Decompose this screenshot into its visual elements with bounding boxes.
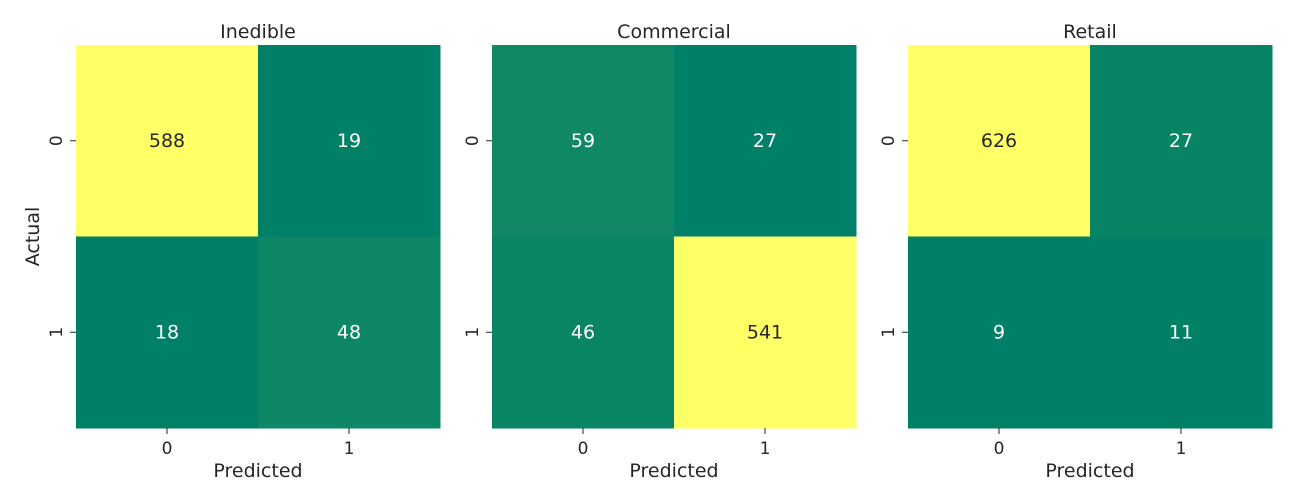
- cell-value-label: 59: [571, 130, 595, 152]
- cell-value-label: 48: [337, 321, 361, 343]
- heatmap-cell-1-1: [258, 236, 441, 429]
- heatmap-panel-1: 588 19 18 48 Inedible 0 1 0 1 Predicted Actual: [22, 21, 441, 482]
- x-tick-label: 0: [162, 439, 173, 459]
- heatmap-cell-0-0: [908, 45, 1091, 237]
- y-tick-label: 0: [47, 135, 67, 146]
- cell-value-label: 19: [337, 130, 361, 152]
- heatmap-cell-0-0: [492, 45, 675, 237]
- y-tick-label: 1: [463, 327, 483, 338]
- y-tick-label: 1: [47, 327, 67, 338]
- panel-title: Inedible: [220, 21, 296, 43]
- cell-value-label: 588: [149, 130, 185, 152]
- x-axis-label: Predicted: [1045, 460, 1134, 482]
- cell-value-label: 541: [747, 321, 783, 343]
- cell-value-label: 626: [981, 130, 1017, 152]
- heatmap-cell-0-1: [258, 45, 441, 237]
- y-axis-label: Actual: [22, 207, 44, 267]
- heatmap-panel-2: 59 27 46 541 Commercial 0 1 0 1 Predicted: [463, 21, 857, 482]
- x-tick-label: 0: [994, 439, 1005, 459]
- y-tick-label: 0: [463, 135, 483, 146]
- heatmap-cell-1-0: [76, 236, 259, 429]
- y-tick-label: 0: [879, 135, 899, 146]
- cell-value-label: 9: [993, 321, 1005, 343]
- cell-value-label: 27: [753, 130, 777, 152]
- x-tick-label: 1: [1176, 439, 1187, 459]
- heatmap-panel-3: 626 27 9 11 Retail 0 1 0 1 Predicted: [879, 21, 1273, 482]
- x-axis-label: Predicted: [629, 460, 718, 482]
- heatmap-cell-1-1: [1090, 236, 1273, 429]
- heatmap-cell-0-1: [1090, 45, 1273, 237]
- cell-value-label: 27: [1169, 130, 1193, 152]
- heatmap-cell-0-1: [674, 45, 857, 237]
- heatmap-cell-1-0: [492, 236, 675, 429]
- cell-value-label: 46: [571, 321, 595, 343]
- x-axis-label: Predicted: [213, 460, 302, 482]
- heatmap-cell-1-0: [908, 236, 1091, 429]
- heatmap-cell-0-0: [76, 45, 259, 237]
- x-tick-label: 1: [344, 439, 355, 459]
- panel-title: Retail: [1063, 21, 1117, 43]
- x-tick-label: 0: [578, 439, 589, 459]
- cell-value-label: 18: [155, 321, 179, 343]
- x-tick-label: 1: [760, 439, 771, 459]
- panel-title: Commercial: [617, 21, 731, 43]
- cell-value-label: 11: [1169, 321, 1193, 343]
- heatmap-cell-1-1: [674, 236, 857, 429]
- y-tick-label: 1: [879, 327, 899, 338]
